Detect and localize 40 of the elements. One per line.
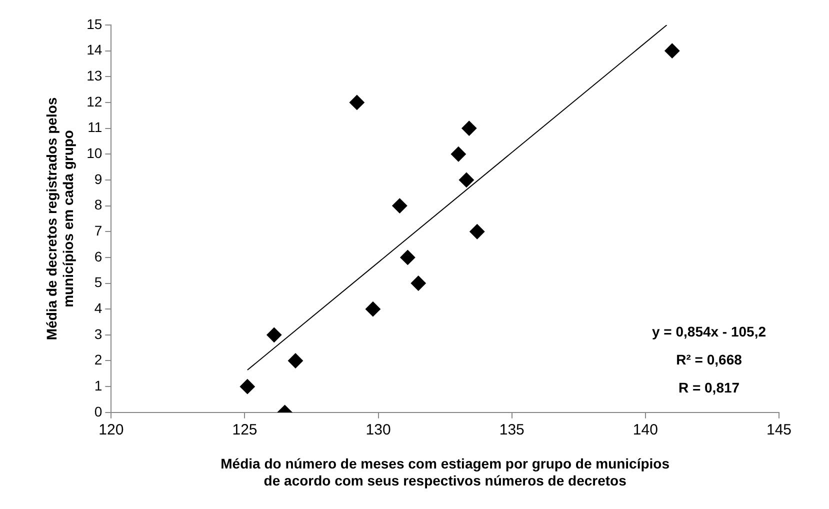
y-tick-label: 12 <box>86 93 102 110</box>
point <box>458 172 474 188</box>
annotation: y = 0,854x - 105,2 <box>652 323 766 340</box>
y-tick-label: 8 <box>94 196 102 213</box>
x-tick-label: 145 <box>766 422 792 439</box>
x-tick-label: 135 <box>499 422 524 439</box>
x-tick-label: 120 <box>98 422 124 439</box>
y-tick-label: 10 <box>86 144 102 161</box>
y-tick-label: 1 <box>94 377 102 394</box>
point <box>462 120 477 136</box>
y-tick-label: 7 <box>94 222 102 238</box>
x-axis-title: Média do número de meses com estiagem por grupo de municípios de acordo com seus respectivos números de decretos <box>220 456 670 488</box>
point <box>240 379 255 394</box>
y-tick-label: 4 <box>94 300 102 316</box>
y-tick-label: 3 <box>94 326 102 342</box>
point <box>664 43 680 58</box>
point <box>365 302 380 317</box>
y-tick-label: 13 <box>86 68 102 84</box>
y-tick-label: 9 <box>94 170 102 187</box>
annotation: R² = 0,668 <box>676 351 742 368</box>
y-tick-label: 0 <box>94 403 102 420</box>
point <box>470 224 485 240</box>
point <box>410 276 426 291</box>
y-tick-label: 15 <box>86 16 102 32</box>
x-tick-label: 130 <box>366 422 391 439</box>
y-axis-title: Média de decretos registrados pelos municípios em cada grupo <box>43 97 76 340</box>
y-tick-label: 6 <box>94 248 102 264</box>
y-tick-label: 2 <box>94 352 102 368</box>
y-tick-label: 11 <box>88 119 102 136</box>
point <box>349 94 364 110</box>
x-tick-label: 140 <box>632 422 658 439</box>
y-tick-label: 14 <box>86 42 102 58</box>
annotation: R = 0,817 <box>678 379 740 396</box>
point <box>450 146 466 162</box>
y-tick-label: 5 <box>94 274 102 290</box>
point <box>266 327 282 342</box>
point <box>392 198 408 214</box>
point <box>400 250 416 265</box>
point <box>288 353 303 368</box>
x-tick-label: 125 <box>232 422 258 439</box>
